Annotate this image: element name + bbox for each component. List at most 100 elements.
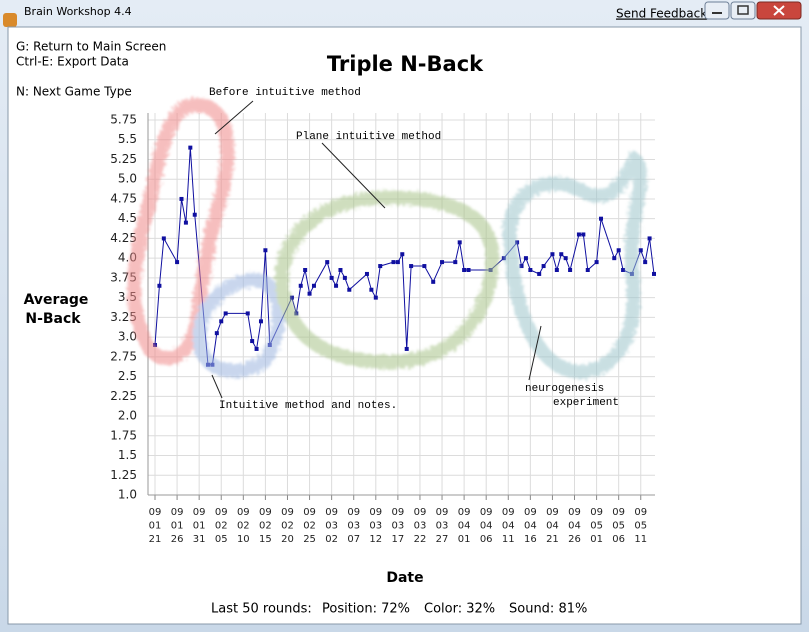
data-point — [338, 268, 343, 272]
x-tick-label: 02 — [237, 521, 250, 532]
x-tick-label: 27 — [436, 534, 449, 545]
data-point — [179, 196, 184, 201]
data-point — [298, 283, 303, 288]
x-tick-label: 09 — [281, 507, 294, 518]
data-point — [157, 283, 162, 288]
data-point — [214, 331, 219, 336]
x-tick-label: 09 — [215, 507, 228, 518]
menu-item: Ctrl-E: Export Data — [16, 55, 129, 69]
x-tick-label: 04 — [568, 521, 581, 532]
data-point — [585, 268, 590, 272]
annotation-lines — [211, 100, 542, 399]
data-point — [395, 260, 400, 265]
data-point — [647, 236, 652, 241]
x-tick-label: 09 — [303, 507, 316, 518]
data-point — [431, 279, 436, 284]
data-point — [466, 268, 471, 272]
annotation-line — [321, 142, 386, 209]
data-point — [537, 271, 542, 276]
x-tick-label: 09 — [149, 507, 162, 518]
close-icon — [773, 5, 785, 16]
annotation: Before intuitive method — [209, 87, 361, 99]
x-tick-label: 09 — [414, 507, 427, 518]
x-tick-label: 05 — [590, 521, 603, 532]
y-tick-label: 2.5 — [118, 369, 137, 383]
y-tick-label: 5.0 — [118, 172, 137, 186]
x-tick-label: 02 — [303, 521, 316, 532]
maximize-button[interactable] — [730, 1, 756, 20]
x-tick-label: 09 — [259, 507, 272, 518]
maximize-icon — [737, 5, 749, 15]
data-point — [391, 260, 396, 265]
data-point — [258, 319, 263, 324]
data-point — [192, 212, 197, 217]
x-tick-label: 09 — [524, 507, 537, 518]
data-point — [250, 339, 255, 344]
x-tick-label: 09 — [502, 507, 515, 518]
y-tick-label: 1.75 — [110, 428, 137, 442]
data-point — [245, 311, 250, 316]
x-tick-label: 09 — [546, 507, 559, 518]
data-point — [219, 319, 224, 324]
x-tick-label: 03 — [436, 521, 449, 532]
data-point — [404, 346, 409, 351]
y-tick-label: 1.25 — [110, 468, 137, 482]
minimize-button[interactable] — [704, 1, 730, 20]
x-tick-label: 01 — [458, 534, 471, 545]
data-point — [325, 260, 330, 265]
y-tick-label: 3.0 — [118, 330, 137, 344]
footer-stat: Position: 72% — [322, 602, 410, 617]
data-point — [307, 291, 312, 296]
app-icon — [3, 13, 17, 27]
data-point — [334, 283, 339, 288]
annotation-line — [214, 100, 254, 135]
x-tick-label: 03 — [392, 521, 405, 532]
data-point — [175, 260, 180, 265]
x-tick-label: 09 — [480, 507, 493, 518]
data-point — [378, 264, 383, 269]
y-tick-label: 5.75 — [110, 113, 137, 127]
data-point — [369, 287, 374, 292]
x-tick-label: 03 — [369, 521, 382, 532]
data-point — [188, 145, 193, 150]
chart-title: Triple N-Back — [327, 52, 484, 76]
data-point — [523, 256, 528, 261]
y-axis-label: N-Back — [25, 311, 81, 327]
menu-item: G: Return to Main Screen — [16, 40, 166, 54]
x-tick-label: 09 — [369, 507, 382, 518]
data-point — [342, 275, 347, 280]
data-point — [528, 268, 533, 272]
x-tick-label: 09 — [568, 507, 581, 518]
x-tick-label: 17 — [392, 534, 405, 545]
x-tick-label: 03 — [347, 521, 360, 532]
x-tick-label: 26 — [568, 534, 581, 545]
x-tick-label: 02 — [259, 521, 272, 532]
data-point — [329, 275, 334, 280]
x-tick-label: 04 — [480, 521, 493, 532]
x-tick-label: 02 — [215, 521, 228, 532]
feedback-link[interactable]: Send Feedback — [616, 7, 707, 21]
x-tick-label: 21 — [546, 534, 559, 545]
plot-background — [148, 113, 655, 495]
x-tick-label: 09 — [325, 507, 338, 518]
y-tick-label: 2.25 — [110, 389, 137, 403]
data-point — [652, 271, 656, 276]
data-point — [616, 248, 621, 253]
data-point — [563, 256, 568, 261]
x-tick-label: 11 — [502, 534, 515, 545]
y-tick-label: 4.5 — [118, 211, 137, 225]
x-tick-label: 01 — [590, 534, 603, 545]
x-tick-label: 04 — [524, 521, 537, 532]
y-tick-label: 2.0 — [118, 409, 137, 423]
blob — [274, 190, 500, 370]
x-tick-label: 04 — [546, 521, 559, 532]
x-tick-label: 09 — [458, 507, 471, 518]
x-tick-label: 25 — [303, 534, 316, 545]
x-tick-label: 10 — [237, 534, 250, 545]
data-point — [400, 252, 405, 257]
x-tick-label: 05 — [215, 534, 228, 545]
x-tick-label: 03 — [325, 521, 338, 532]
data-point — [599, 216, 604, 221]
x-tick-label: 22 — [414, 534, 427, 545]
